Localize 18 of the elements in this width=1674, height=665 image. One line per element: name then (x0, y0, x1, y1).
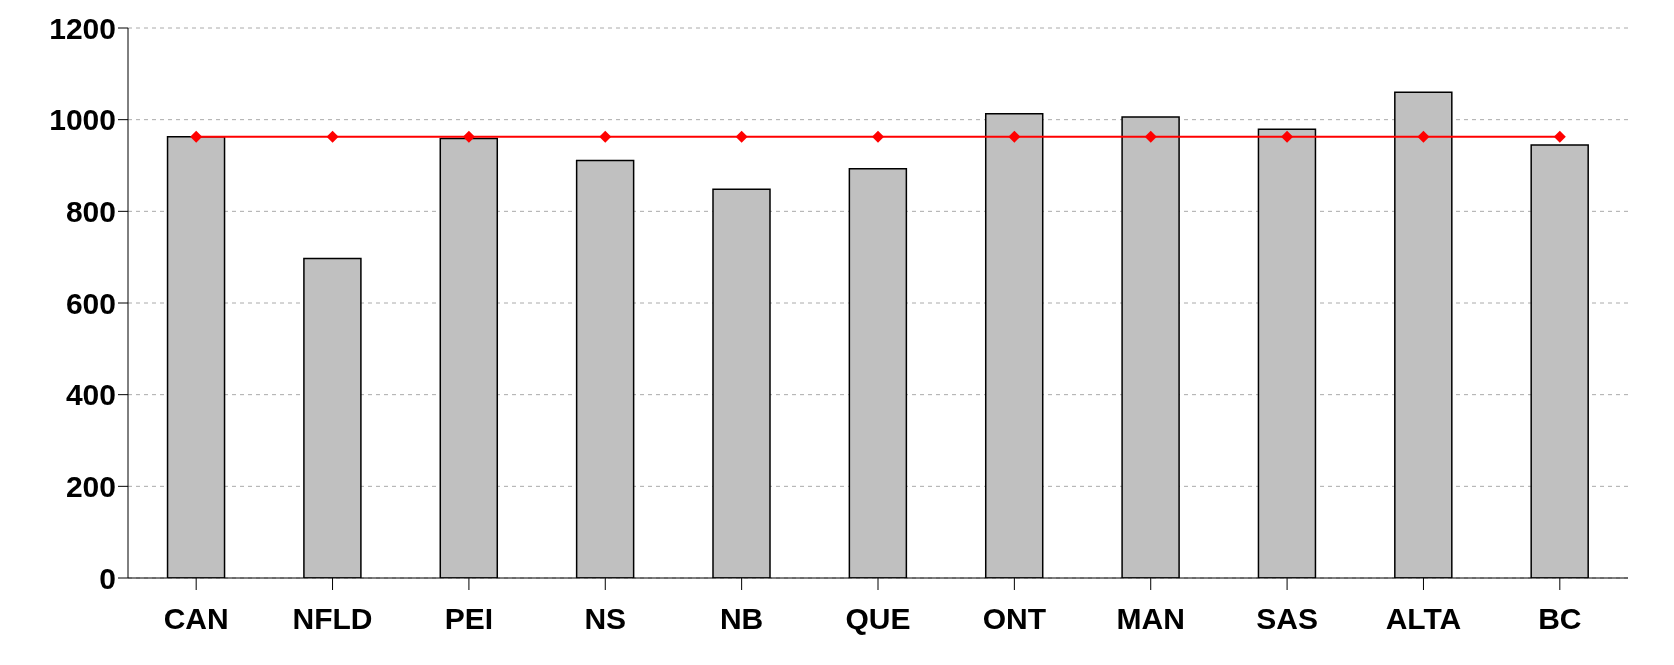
x-tick-label: NS (584, 602, 627, 636)
x-tick-label: ONT (982, 602, 1047, 636)
x-tick-label: NFLD (292, 602, 373, 636)
y-tick-label: 200 (65, 469, 116, 503)
x-tick-label: QUE (845, 602, 911, 636)
x-tick-label: ALTA (1385, 602, 1462, 636)
x-tick-label: SAS (1256, 602, 1318, 636)
y-tick-label: 1200 (49, 11, 116, 45)
x-tick-label: PEI (444, 602, 494, 636)
x-tick-label: MAN (1116, 602, 1185, 636)
y-tick-label: 800 (65, 194, 116, 228)
y-tick-label: 400 (65, 378, 116, 412)
x-tick-label: CAN (163, 602, 229, 636)
x-tick-label: NB (719, 602, 764, 636)
y-tick-label: 600 (65, 286, 116, 320)
x-tick-label: BC (1538, 602, 1582, 636)
y-tick-label: 0 (99, 561, 116, 595)
y-tick-label: 1000 (49, 103, 116, 137)
